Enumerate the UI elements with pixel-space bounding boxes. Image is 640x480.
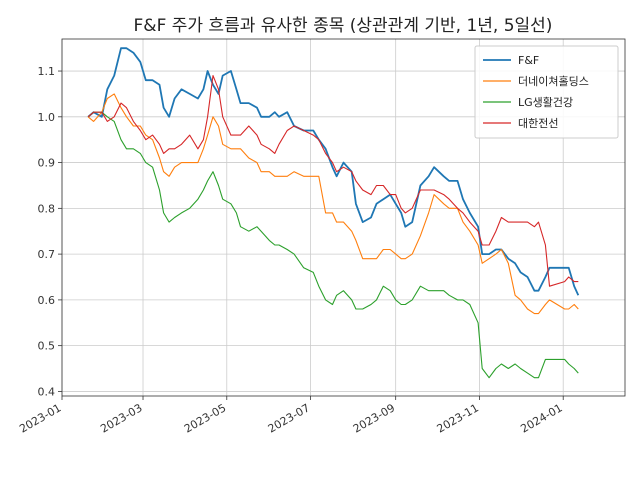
series-line-3: [87, 111, 579, 379]
y-tick-label: 0.8: [38, 202, 56, 215]
plot-frame: [61, 38, 626, 397]
y-tick-label: 0.5: [38, 340, 56, 353]
y-tick-label: 0.6: [38, 294, 56, 307]
series-line-1: [87, 47, 580, 296]
series-layer: [87, 47, 580, 379]
y-tick-label: 0.7: [38, 248, 56, 261]
series-line-2: [87, 93, 579, 315]
legend-label-3: LG생활건강: [518, 95, 573, 109]
y-tick-label: 0.4: [38, 385, 56, 398]
y-tick-label: 0.9: [38, 157, 56, 170]
y-tick-label: 1.0: [38, 111, 56, 124]
chart-title: F&F 주가 흐름과 유사한 종목 (상관관계 기반, 1년, 5일선): [134, 16, 553, 36]
legend-label-2: 더네이쳐홀딩스: [518, 75, 589, 88]
legend-label-4: 대한전선: [518, 117, 558, 130]
legend-label-1: F&F: [518, 54, 539, 67]
y-tick-label: 1.1: [38, 65, 56, 78]
series-line-4: [87, 75, 579, 287]
legend-box: [474, 45, 619, 139]
y-axis: 0.4 0.5 0.6 0.7 0.8 0.9 1.0 1.1: [38, 65, 62, 398]
